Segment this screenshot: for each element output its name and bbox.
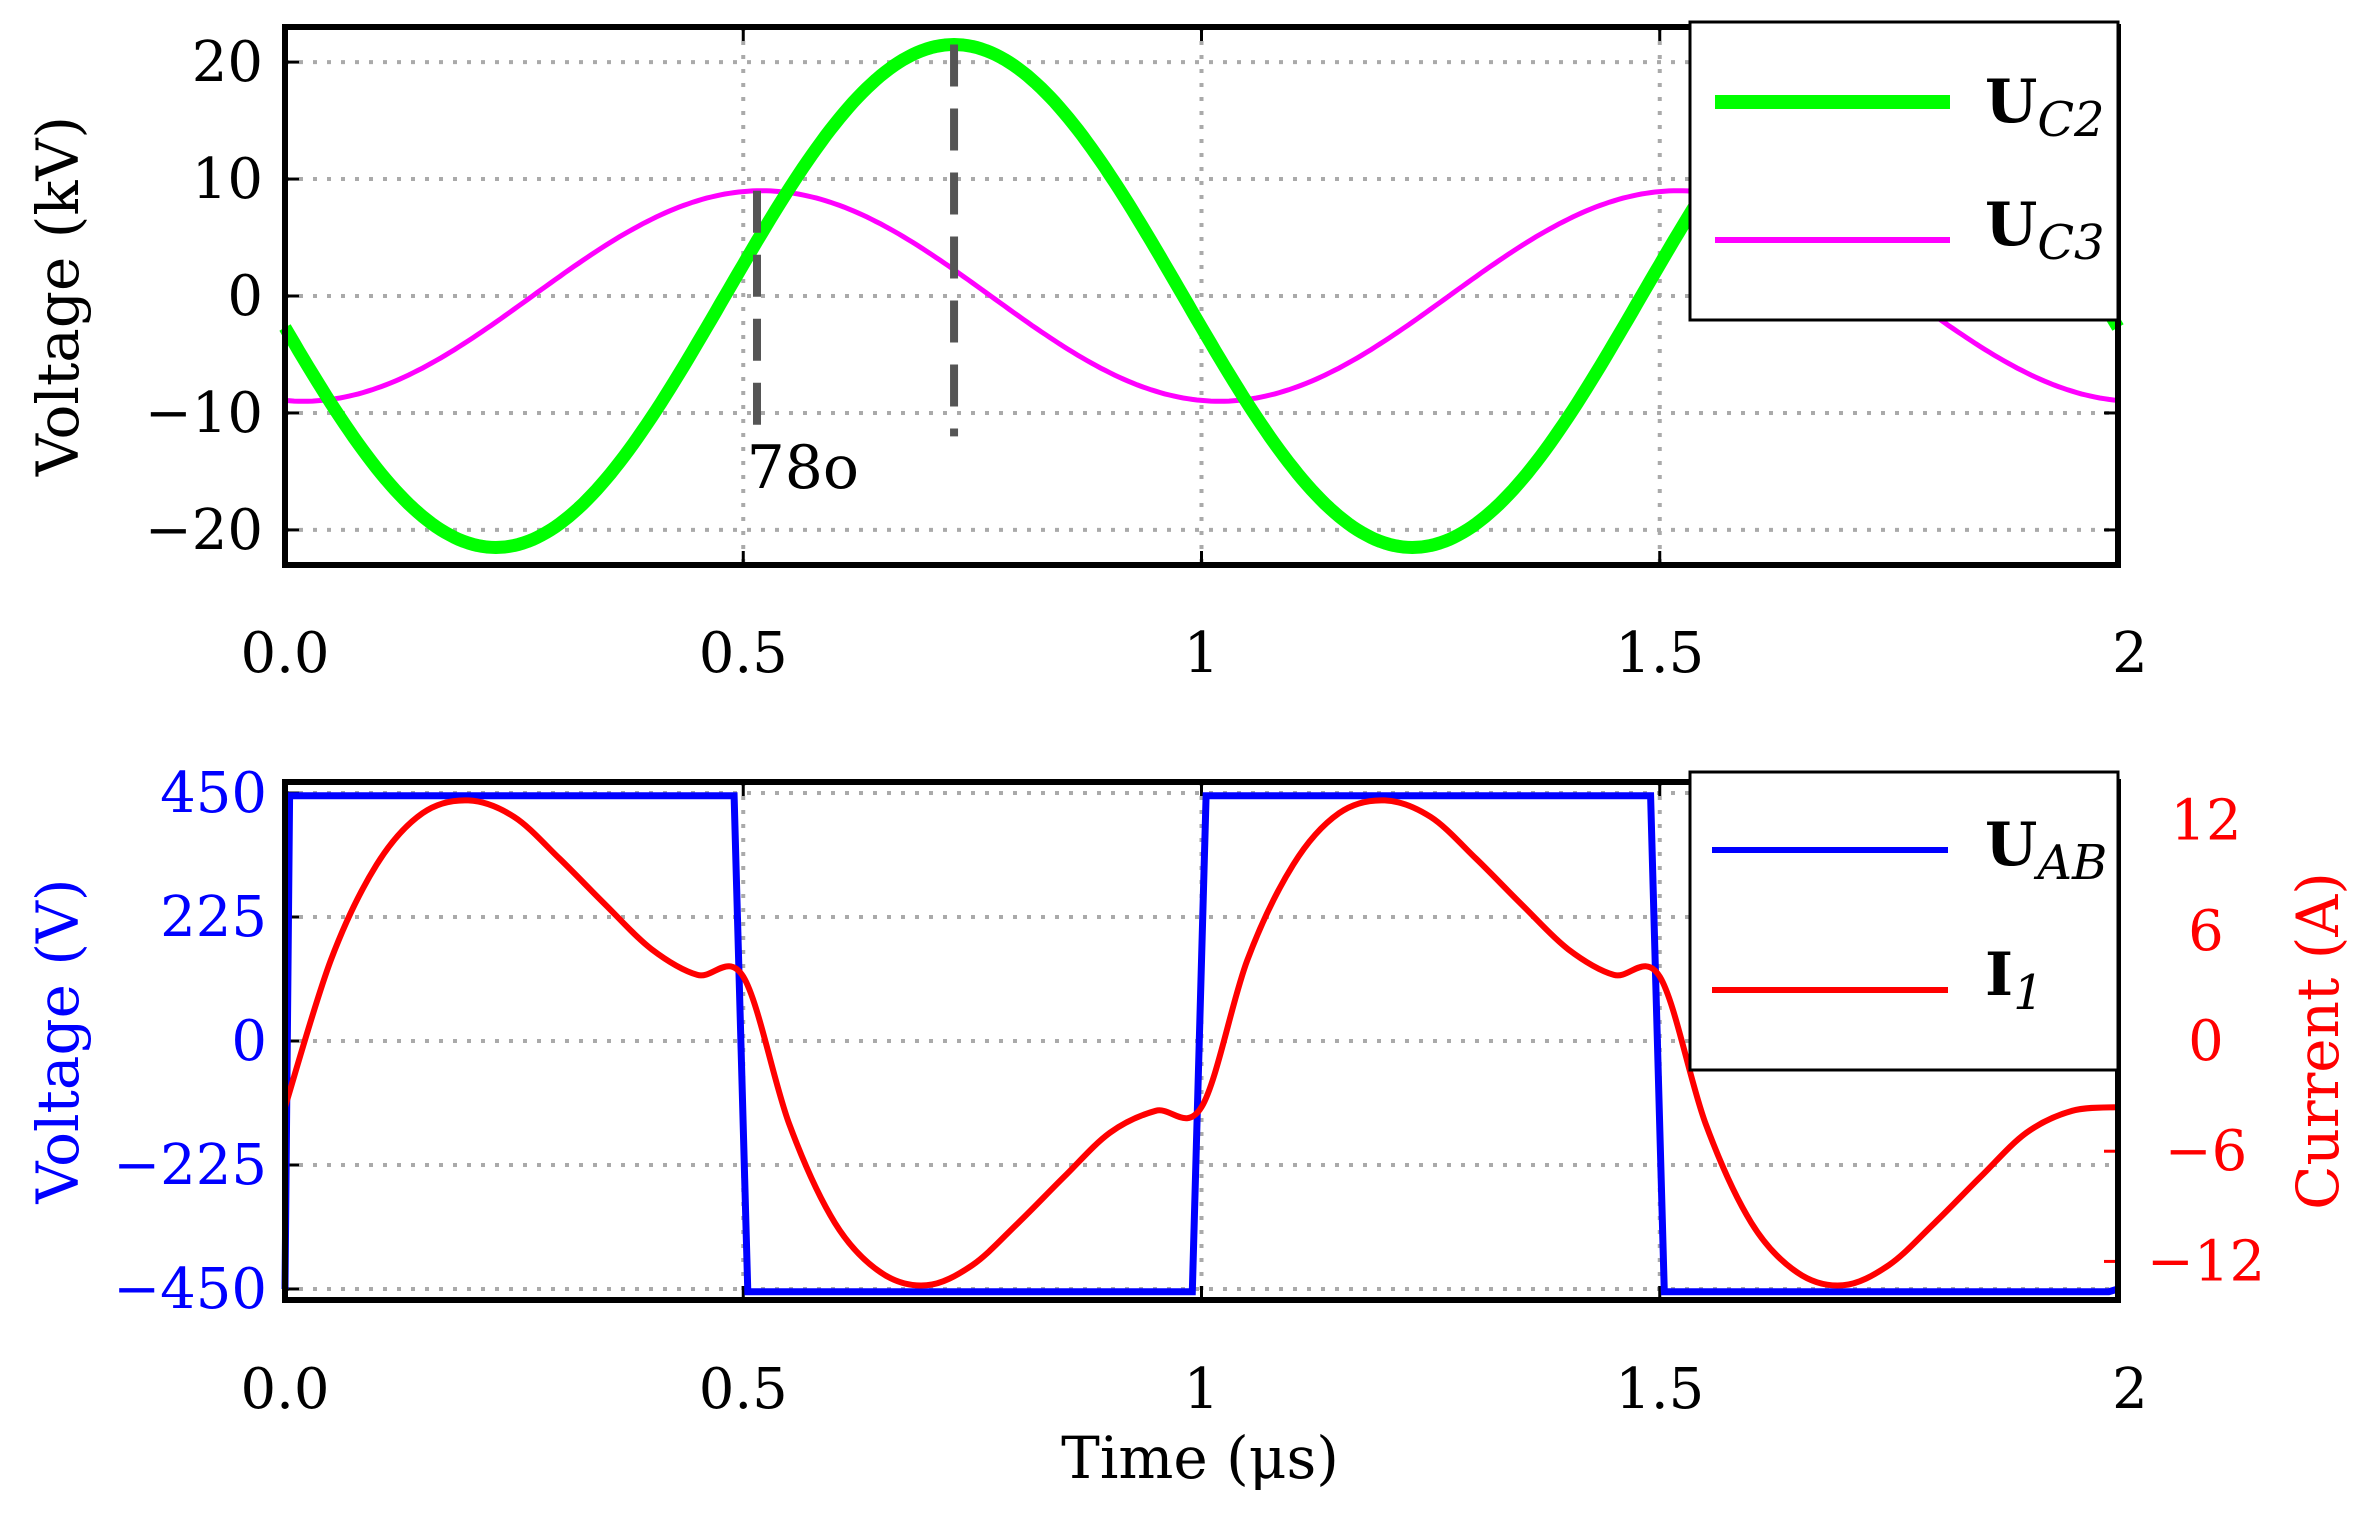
x-tick-label: 1 <box>1184 1357 1220 1422</box>
legend-label-i1-main: I <box>1985 940 2013 1010</box>
y-tick-label-left: 0 <box>231 1009 267 1074</box>
top-legend: UC2 UC3 <box>1688 20 2120 322</box>
y-tick-label: 20 <box>192 30 263 95</box>
x-tick-label: 1.5 <box>1615 621 1704 686</box>
series-line-uab <box>281 792 2119 1296</box>
y-tick-label-right: −6 <box>2165 1119 2248 1184</box>
y-tick-label-left: −450 <box>113 1257 267 1322</box>
top-panel: 78o −20 −10 0 10 20 0.0 0.5 1 1.5 2 Voltage (kV)… <box>24 20 2148 686</box>
top-x-tick-labels: 0.0 0.5 1 1.5 2 <box>240 621 2147 686</box>
x-tick-label: 1.5 <box>1615 1357 1704 1422</box>
legend-label-uc2-sub: C2 <box>2037 92 2104 148</box>
legend-label-uc3-main: U <box>1985 190 2037 260</box>
legend-label-uc2: UC2 <box>1985 67 2105 148</box>
top-legend-box <box>1688 20 2120 322</box>
legend-label-i1-sub: 1 <box>2013 965 2044 1021</box>
series-line-i1 <box>282 797 2119 1289</box>
y-tick-label: −10 <box>145 381 263 446</box>
y-tick-label-right: 6 <box>2188 899 2224 964</box>
top-y-tick-labels: −20 −10 0 10 20 <box>145 30 263 563</box>
y-tick-label-left: 450 <box>160 761 267 826</box>
x-axis-label: Time (μs) <box>1061 1424 1339 1492</box>
bottom-y-tick-labels-right: −12 −6 0 6 12 <box>2147 789 2265 1295</box>
top-y-axis-label: Voltage (kV) <box>24 116 92 477</box>
x-tick-label: 2 <box>2112 1357 2148 1422</box>
bottom-panel: −450 −225 0 225 450 −12 −6 0 6 12 0.0 0.5 1 1.5 2 Vo… <box>24 761 2352 1492</box>
bottom-legend-box <box>1688 770 2120 1072</box>
legend-label-uc3-sub: C3 <box>2037 215 2104 271</box>
legend-label-uab: UAB <box>1985 810 2107 891</box>
x-tick-label: 1 <box>1184 621 1220 686</box>
x-tick-label: 0.0 <box>240 621 329 686</box>
x-tick-label: 0.5 <box>699 1357 788 1422</box>
legend-label-uab-main: U <box>1985 810 2037 880</box>
bottom-legend: UAB I1 <box>1688 770 2120 1072</box>
y-tick-label-right: −12 <box>2147 1229 2265 1294</box>
y-tick-label: 0 <box>227 264 263 329</box>
bottom-y-axis-label-left: Voltage (V) <box>24 879 92 1205</box>
y-tick-label-left: −225 <box>113 1133 267 1198</box>
y-tick-label-right: 0 <box>2188 1009 2224 1074</box>
x-tick-label: 0.0 <box>240 1357 329 1422</box>
bottom-series <box>281 792 2119 1296</box>
legend-label-uc2-main: U <box>1985 67 2037 137</box>
y-tick-label-left: 225 <box>160 885 267 950</box>
legend-label-uab-sub: AB <box>2033 835 2107 891</box>
top-annotations: 78o <box>747 44 959 503</box>
legend-label-i1: I1 <box>1985 940 2044 1021</box>
x-tick-label: 0.5 <box>699 621 788 686</box>
phase-angle-label: 78o <box>747 433 859 503</box>
y-tick-label-right: 12 <box>2170 789 2241 854</box>
bottom-x-tick-labels: 0.0 0.5 1 1.5 2 <box>240 1357 2147 1422</box>
legend-label-uc3: UC3 <box>1985 190 2105 271</box>
x-tick-label: 2 <box>2112 621 2148 686</box>
bottom-y-axis-label-right: Current (A) <box>2284 872 2352 1210</box>
y-tick-label: −20 <box>145 498 263 563</box>
bottom-y-tick-labels-left: −450 −225 0 225 450 <box>113 761 267 1322</box>
y-tick-label: 10 <box>192 147 263 212</box>
